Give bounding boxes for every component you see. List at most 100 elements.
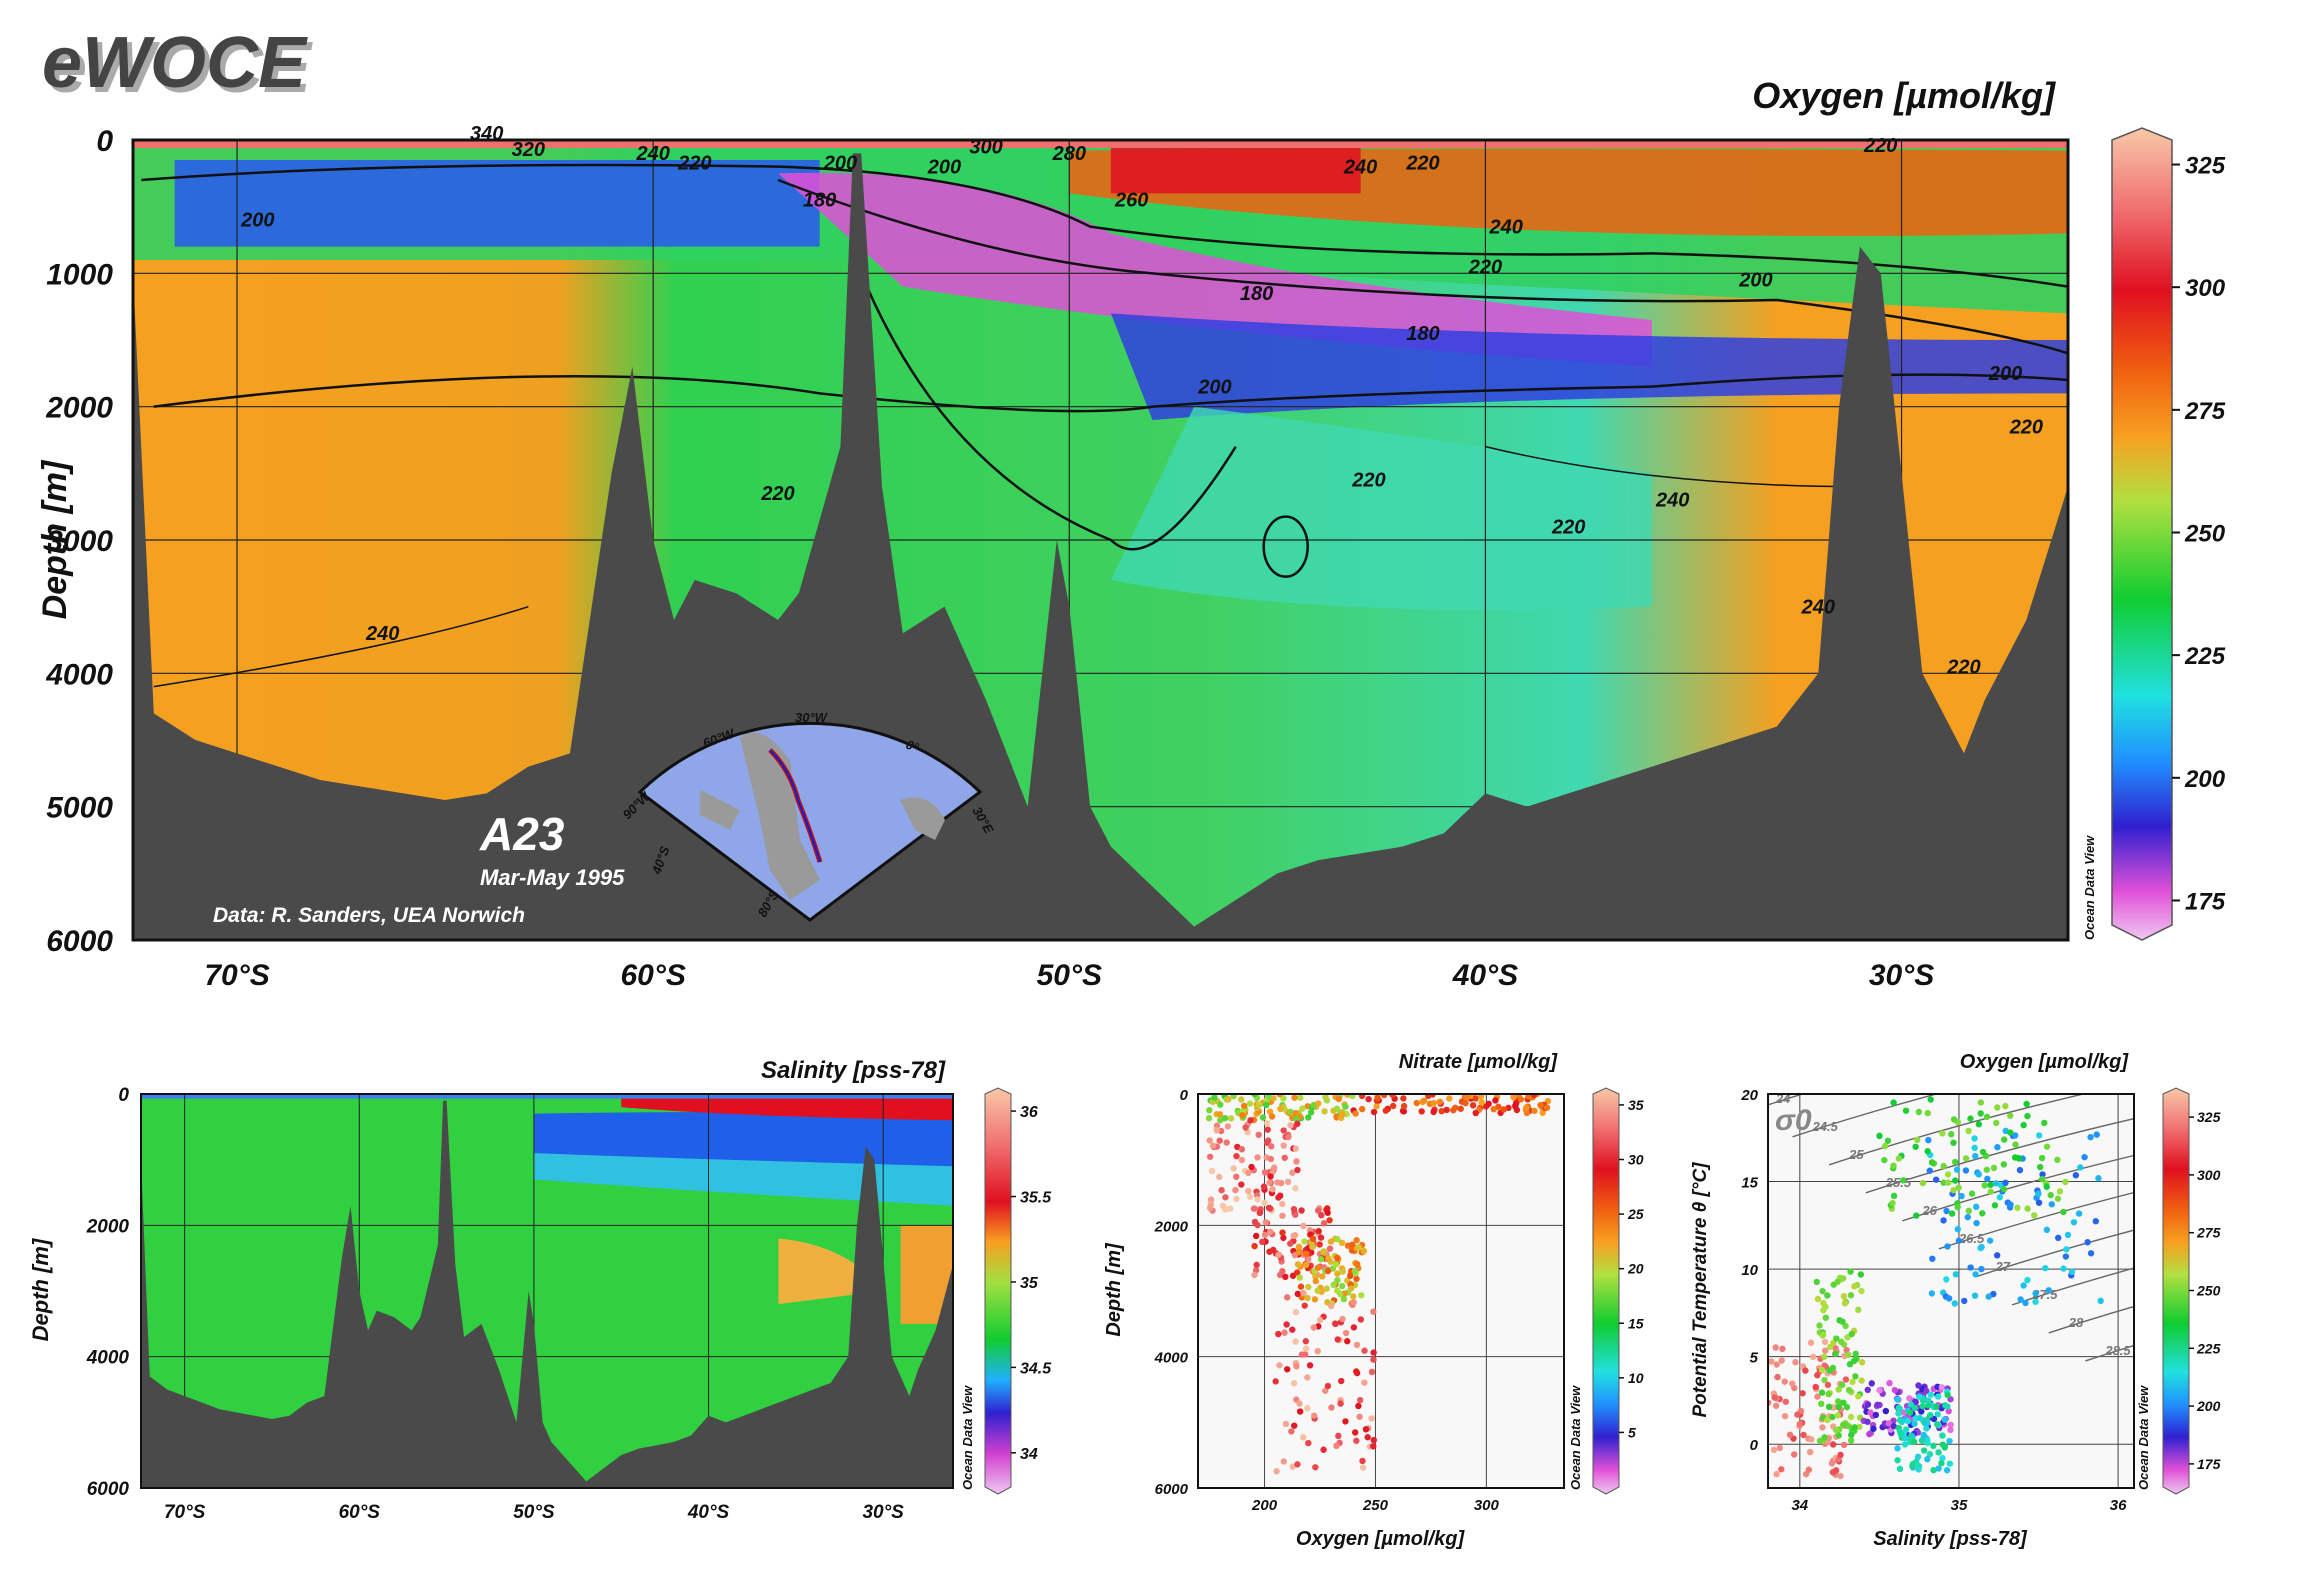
nitrate-point bbox=[1311, 1412, 1318, 1419]
ts-point bbox=[2048, 1201, 2055, 1208]
main-x-tick-1: 60°S bbox=[620, 959, 685, 992]
ts-point bbox=[2093, 1131, 2100, 1138]
ts-point bbox=[1834, 1412, 1842, 1419]
ts-point bbox=[1847, 1268, 1854, 1275]
nitrate-point bbox=[1334, 1235, 1341, 1243]
ts-point bbox=[2062, 1178, 2069, 1186]
nitrate-point bbox=[1477, 1094, 1485, 1100]
main-y-tick-5000: 5000 bbox=[46, 792, 113, 825]
ts-point bbox=[2007, 1112, 2014, 1119]
nitrate-point bbox=[1300, 1289, 1307, 1297]
nitrate-point bbox=[1317, 1256, 1325, 1263]
ts-x-tick-36: 36 bbox=[2110, 1497, 2127, 1514]
ts-isopycnal-0 bbox=[1768, 1094, 1805, 1106]
ts-point bbox=[1933, 1421, 1941, 1428]
ts-point bbox=[1927, 1391, 1934, 1398]
ts-point bbox=[1983, 1113, 1991, 1121]
nitrate-point bbox=[1342, 1329, 1350, 1337]
main-contour-label-18: 240 bbox=[1801, 596, 1835, 618]
main-colorbar-tick-2: 225 bbox=[2184, 643, 2226, 670]
ts-point bbox=[1789, 1380, 1796, 1387]
ts-point bbox=[1954, 1226, 1961, 1233]
ts-point bbox=[1809, 1353, 1817, 1361]
nitrate-x-tick-250: 250 bbox=[1362, 1497, 1389, 1514]
ts-point bbox=[1939, 1130, 1946, 1137]
ts-point bbox=[1840, 1293, 1848, 1300]
nitrate-point bbox=[1251, 1218, 1259, 1226]
ts-point bbox=[1894, 1396, 1901, 1403]
nitrate-point bbox=[1256, 1209, 1264, 1216]
ts-x-tick-35: 35 bbox=[1951, 1497, 1968, 1514]
nitrate-point bbox=[1246, 1193, 1254, 1200]
nitrate-point bbox=[1230, 1094, 1237, 1100]
salinity-y-axis-label: Depth [m] bbox=[28, 1238, 53, 1341]
nitrate-point bbox=[1254, 1154, 1261, 1161]
nitrate-point bbox=[1469, 1102, 1477, 1109]
ts-point bbox=[1814, 1295, 1822, 1303]
ts-isopycnal-9 bbox=[2085, 1344, 2134, 1362]
ts-point bbox=[1820, 1299, 1827, 1307]
nitrate-point bbox=[1305, 1439, 1312, 1447]
ts-point bbox=[1962, 1155, 1970, 1162]
salinity-odv-label: Ocean Data View bbox=[960, 1385, 975, 1490]
ts-point bbox=[1816, 1437, 1824, 1444]
nitrate-point bbox=[1263, 1139, 1271, 1146]
nitrate-point bbox=[1359, 1457, 1366, 1465]
nitrate-points bbox=[1205, 1094, 1552, 1475]
nitrate-point bbox=[1206, 1137, 1213, 1144]
ts-colorbar-tick-2: 225 bbox=[2196, 1340, 2221, 1356]
ts-isopycnal-label-0: 24 bbox=[1775, 1091, 1791, 1106]
ts-point bbox=[1812, 1383, 1819, 1391]
ts-point bbox=[1968, 1190, 1976, 1197]
nitrate-point bbox=[1271, 1164, 1278, 1171]
ts-point bbox=[1911, 1420, 1918, 1427]
nitrate-point bbox=[1305, 1255, 1312, 1263]
ts-point bbox=[1994, 1143, 2001, 1151]
ts-point bbox=[1906, 1409, 1914, 1416]
ts-point bbox=[1945, 1295, 1953, 1302]
main-colorbar-bar bbox=[2111, 127, 2173, 941]
nitrate-point bbox=[1368, 1368, 1376, 1376]
main-contour-label-21: 240 bbox=[635, 143, 669, 165]
ts-point bbox=[1943, 1207, 1950, 1215]
nitrate-point bbox=[1360, 1247, 1368, 1255]
nitrate-point bbox=[1438, 1107, 1445, 1115]
nitrate-point bbox=[1259, 1238, 1266, 1246]
ts-point bbox=[1840, 1441, 1848, 1449]
nitrate-point bbox=[1292, 1185, 1299, 1192]
main-y-tick-1000: 1000 bbox=[46, 258, 113, 291]
salinity-x-tick-1: 60°S bbox=[339, 1502, 381, 1523]
main-upper-blue-layer bbox=[174, 160, 820, 247]
ts-point bbox=[1946, 1437, 1953, 1445]
ts-point bbox=[1864, 1386, 1871, 1394]
salinity-title: Salinity [pss-78] bbox=[761, 1057, 946, 1084]
nitrate-point bbox=[1531, 1107, 1538, 1115]
nitrate-point bbox=[1304, 1374, 1311, 1381]
nitrate-point bbox=[1310, 1324, 1318, 1331]
ts-point bbox=[1947, 1421, 1954, 1429]
ts-point bbox=[1838, 1381, 1846, 1389]
ts-point bbox=[1821, 1376, 1828, 1384]
ts-point bbox=[1845, 1386, 1853, 1394]
ts-point bbox=[1972, 1152, 1979, 1160]
ts-point bbox=[1990, 1164, 1998, 1172]
nitrate-y-axis-label: Depth [m] bbox=[1103, 1242, 1125, 1337]
nitrate-point bbox=[1353, 1260, 1361, 1268]
nitrate-y-tick-2000: 2000 bbox=[1154, 1218, 1189, 1235]
nitrate-point bbox=[1436, 1098, 1444, 1105]
ts-point bbox=[1948, 1131, 1955, 1138]
main-contour-line-0 bbox=[141, 163, 2068, 288]
nitrate-point bbox=[1282, 1273, 1289, 1281]
ts-colorbar-tick-5: 300 bbox=[2197, 1167, 2221, 1183]
ts-point bbox=[1984, 1175, 1991, 1183]
inset-map-antarctica bbox=[740, 732, 820, 900]
nitrate-point bbox=[1339, 1315, 1346, 1323]
ts-point bbox=[2055, 1234, 2062, 1242]
ts-point bbox=[1934, 1393, 1942, 1400]
ts-point bbox=[1790, 1451, 1798, 1458]
ts-point bbox=[2062, 1253, 2070, 1260]
ts-point bbox=[1914, 1136, 1921, 1144]
ts-point bbox=[1858, 1377, 1865, 1384]
nitrate-point bbox=[1350, 1293, 1357, 1300]
nitrate-point bbox=[1294, 1166, 1301, 1174]
